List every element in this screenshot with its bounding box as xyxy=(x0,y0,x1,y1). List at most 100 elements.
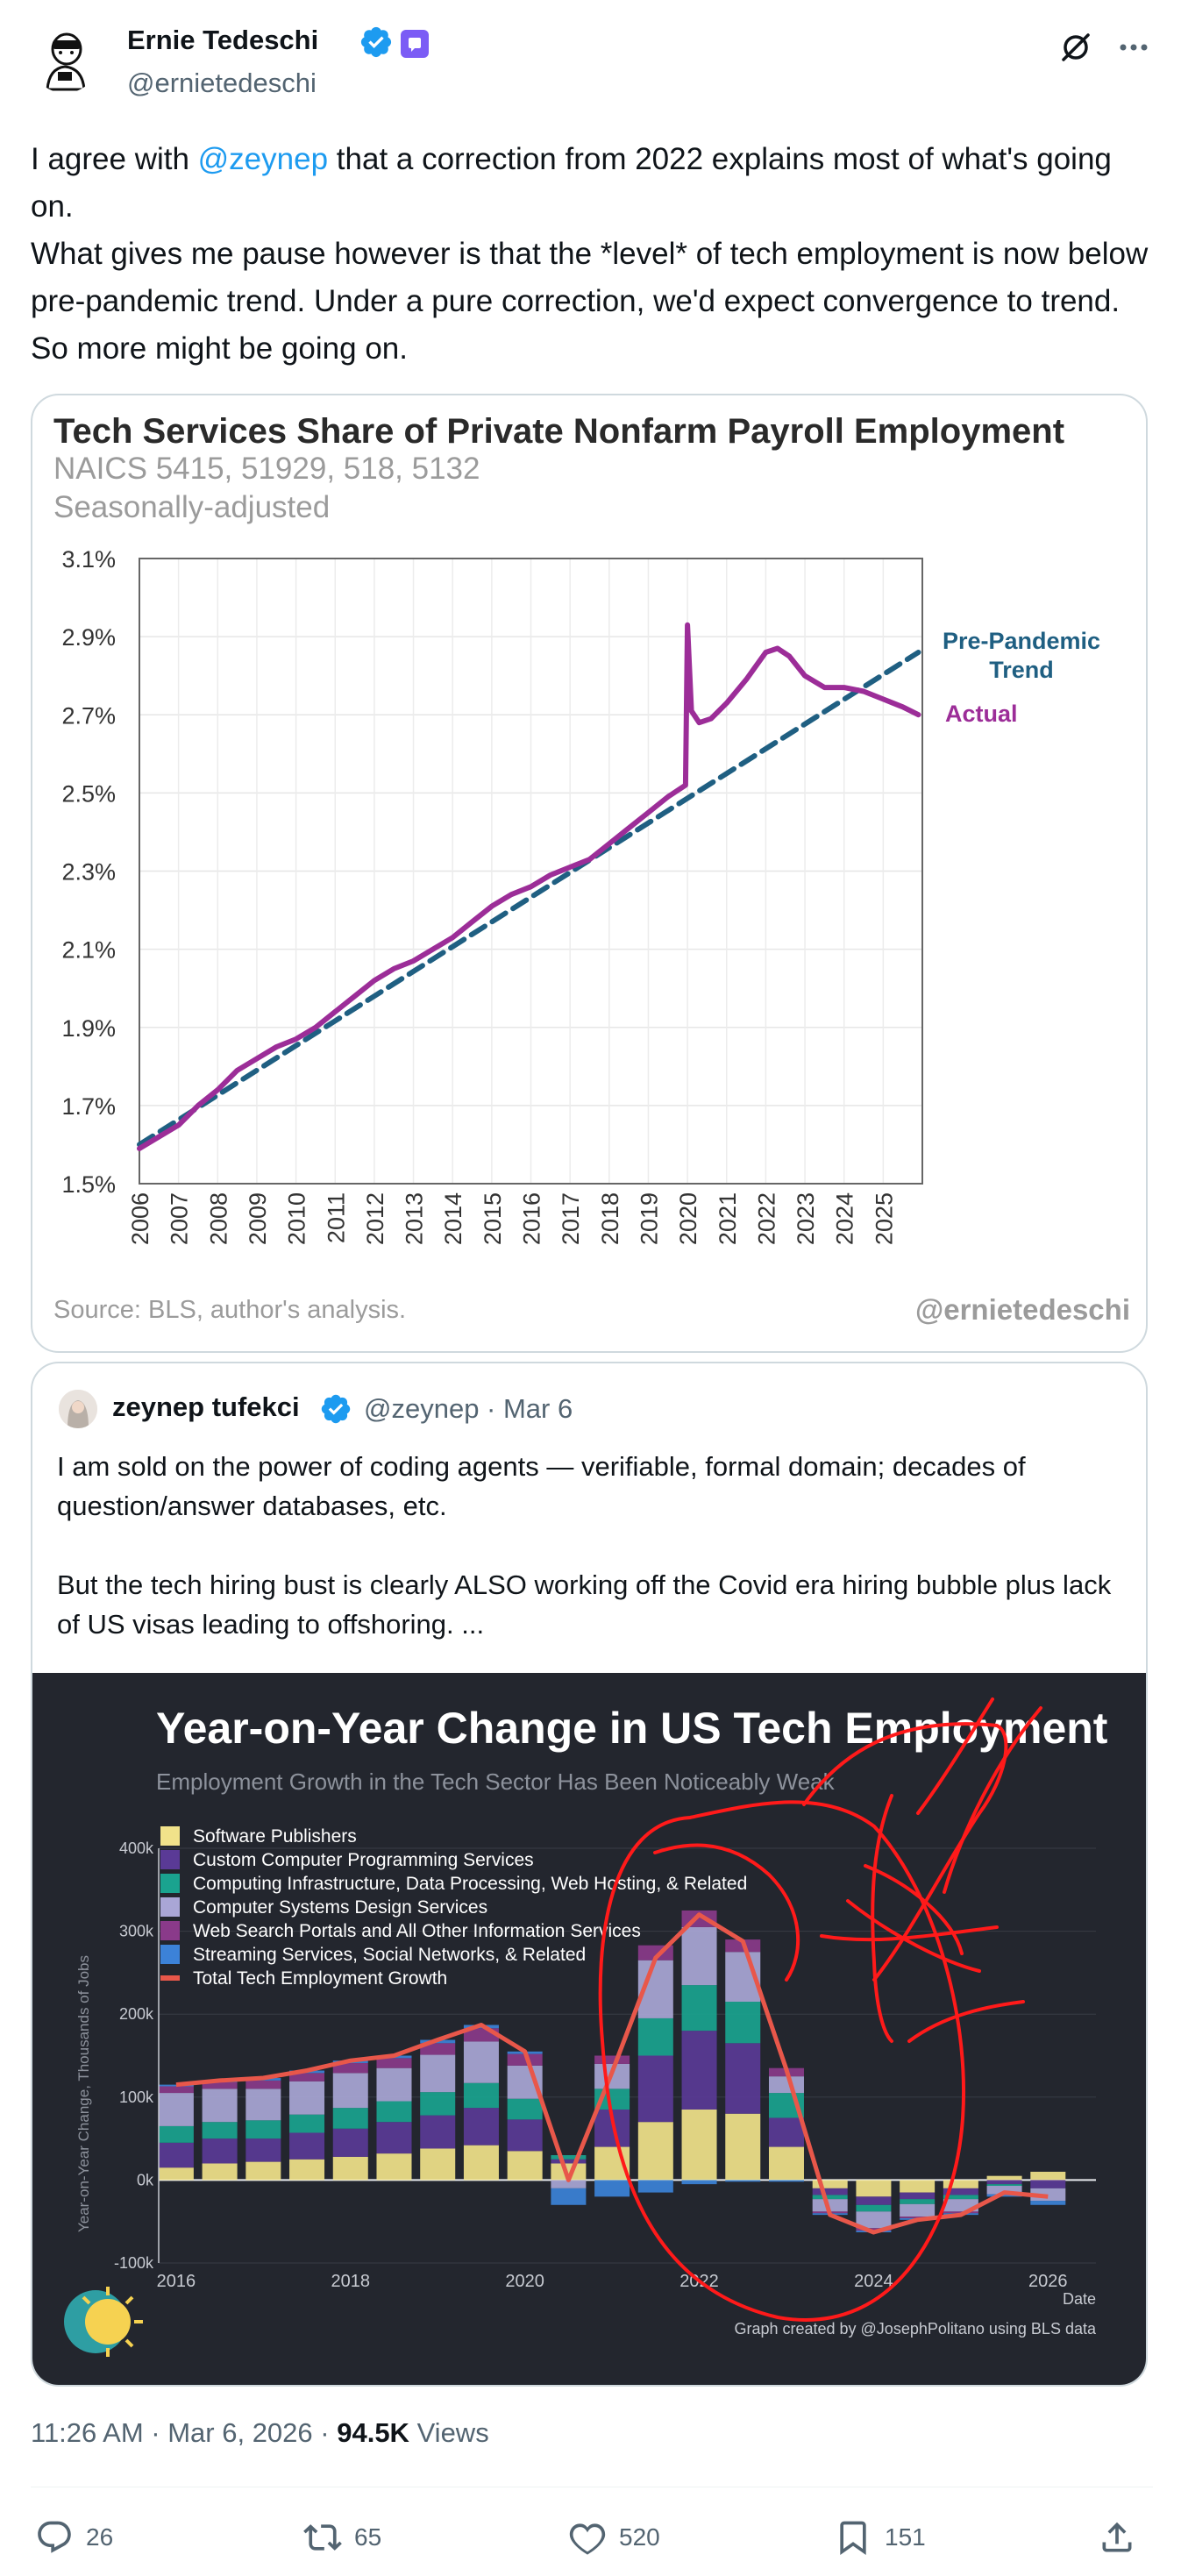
tweet-timestamp-views[interactable]: 11:26 AM · Mar 6, 2026 · 94.5K Views xyxy=(31,2417,489,2449)
legend-label: Total Tech Employment Growth xyxy=(193,1968,447,1989)
bar-segment xyxy=(1030,2180,1066,2188)
views-count: 94.5K xyxy=(337,2417,409,2448)
repost-button[interactable]: 65 xyxy=(303,2518,381,2557)
chart-subtitle-2: Seasonally-adjusted xyxy=(53,490,330,524)
mention-link[interactable]: @zeynep xyxy=(197,142,329,176)
bar-segment xyxy=(681,2109,717,2181)
bar-segment xyxy=(986,2194,1022,2197)
series-labels: Pre-Pandemic Trend Actual xyxy=(943,628,1100,727)
reply-button[interactable]: 26 xyxy=(35,2518,113,2557)
x-tick-label: 2014 xyxy=(440,1192,466,1245)
bar-segment xyxy=(768,2117,804,2147)
bar-segment xyxy=(986,2175,1022,2181)
bar-segment xyxy=(463,2041,499,2083)
series-group xyxy=(137,622,921,1151)
bar-segment xyxy=(943,2188,978,2195)
chart-grid xyxy=(139,558,922,1185)
x-tick-label: 2024 xyxy=(832,1192,858,1245)
quote-paragraph: I am sold on the power of coding agents … xyxy=(57,1451,1026,1521)
plot-frame xyxy=(139,558,923,1185)
quote-author-name[interactable]: zeynep tufekci xyxy=(112,1391,300,1422)
bar-segment xyxy=(856,2204,892,2212)
author-avatar[interactable] xyxy=(30,23,100,93)
bar-segment xyxy=(768,2180,804,2182)
bar-segment xyxy=(1030,2201,1066,2205)
bar-segment xyxy=(289,2081,325,2115)
quote-author-avatar[interactable] xyxy=(59,1390,97,1428)
bar-segment xyxy=(943,2195,978,2200)
tech-share-chart: Tech Services Share of Private Nonfarm P… xyxy=(53,412,1130,1326)
bar-segment xyxy=(812,2199,848,2212)
bar-segment xyxy=(986,2180,1022,2185)
series-line-actual xyxy=(137,622,921,1151)
bar-segment xyxy=(332,2108,368,2129)
bar-segment xyxy=(507,2119,543,2152)
y-tick-label: 2.9% xyxy=(61,624,116,651)
like-count: 520 xyxy=(619,2523,660,2551)
bar-segment xyxy=(376,2101,412,2123)
y-tick-label: 100k xyxy=(119,2089,154,2106)
tweet-line-1: I agree with @zeynep that a correction f… xyxy=(31,136,1153,231)
y-tick-label: -100k xyxy=(114,2254,154,2272)
bar-segment xyxy=(986,2184,1022,2187)
bar-segment xyxy=(551,2155,587,2160)
x-tick-label: 2018 xyxy=(597,1192,623,1245)
chart-subtitle: Employment Growth in the Tech Sector Has… xyxy=(156,1768,836,1795)
bar-segment xyxy=(420,2054,456,2093)
bar-segment xyxy=(900,2199,936,2204)
repost-count: 65 xyxy=(354,2523,382,2551)
y-tick-label: 0k xyxy=(137,2171,154,2188)
x-tick-label: 2022 xyxy=(753,1192,779,1245)
chart-image-card[interactable]: Tech Services Share of Private Nonfarm P… xyxy=(31,394,1148,1353)
bar-segment xyxy=(289,2114,325,2133)
tweet-text-segment: I agree with xyxy=(31,142,198,176)
bar-segment xyxy=(289,2159,325,2181)
bar-segment xyxy=(725,2002,761,2044)
bar-segment xyxy=(463,2145,499,2181)
x-tick-label: 2024 xyxy=(854,2272,893,2291)
y-tick-label: 300k xyxy=(119,1923,154,1940)
legend-label: Streaming Services, Social Networks, & R… xyxy=(193,1945,586,1965)
bar-segment xyxy=(943,2180,978,2188)
bar-segment xyxy=(725,2180,761,2182)
x-tick-label: 2007 xyxy=(167,1192,193,1245)
x-tick-label: 2008 xyxy=(205,1192,231,1245)
bookmark-button[interactable]: 151 xyxy=(834,2518,926,2557)
series-label-trend-2: Trend xyxy=(989,657,1054,683)
tweet-timestamp[interactable]: 11:26 AM · Mar 6, 2026 · xyxy=(31,2417,338,2448)
bar-segment xyxy=(856,2228,892,2231)
bar-segment xyxy=(420,2148,456,2181)
repost-icon xyxy=(303,2524,342,2551)
series-label-trend: Pre-Pandemic xyxy=(943,628,1100,654)
grok-icon[interactable] xyxy=(1056,28,1095,67)
bar-segment xyxy=(289,2073,325,2081)
share-button[interactable] xyxy=(1098,2518,1136,2557)
author-handle[interactable]: @ernietedeschi xyxy=(127,68,317,98)
subscription-badge-icon xyxy=(401,30,429,58)
quote-handle-date[interactable]: @zeynep · Mar 6 xyxy=(364,1393,573,1424)
chart-source: Source: BLS, author's analysis. xyxy=(53,1296,406,1324)
x-tick-label: 2026 xyxy=(1028,2272,1068,2291)
legend-label: Software Publishers xyxy=(193,1826,357,1847)
bar-segment xyxy=(681,2031,717,2110)
x-tick-label: 2013 xyxy=(402,1192,428,1245)
bar-segment xyxy=(158,2125,194,2143)
y-tick-label: 2.5% xyxy=(61,780,116,807)
bar-segment xyxy=(202,2081,238,2089)
x-tick-label: 2011 xyxy=(323,1192,349,1243)
bar-segment xyxy=(332,2063,368,2074)
more-options-icon[interactable] xyxy=(1116,30,1151,65)
y-tick-label: 2.3% xyxy=(61,859,116,886)
bar-segment xyxy=(594,2055,630,2064)
x-tick-label: 2021 xyxy=(715,1192,741,1245)
quote-tweet-card[interactable]: zeynep tufekci @zeynep · Mar 6 I am sold… xyxy=(31,1362,1148,2387)
like-button[interactable]: 520 xyxy=(568,2518,660,2557)
author-name[interactable]: Ernie Tedeschi xyxy=(127,25,319,55)
views-label: Views xyxy=(409,2417,489,2448)
quote-chart-image[interactable]: Year-on-Year Change in US Tech Employmen… xyxy=(32,1673,1146,2385)
bar-segment xyxy=(900,2192,936,2200)
yoy-tech-employment-chart: Year-on-Year Change in US Tech Employmen… xyxy=(64,1697,1108,2357)
legend-swatch xyxy=(160,1897,180,1917)
legend-label: Computer Systems Design Services xyxy=(193,1897,487,1918)
bar-segment xyxy=(812,2180,848,2188)
